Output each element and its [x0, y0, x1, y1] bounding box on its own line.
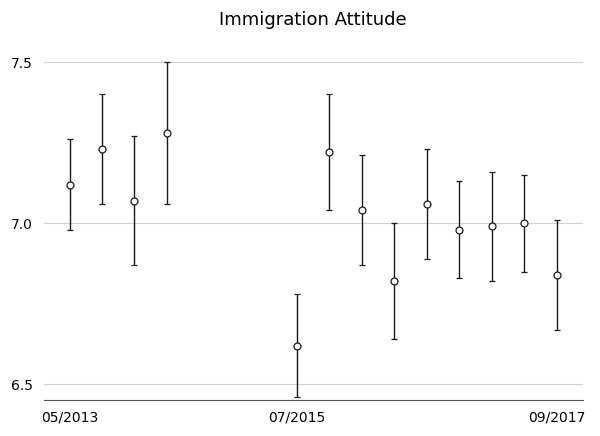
Title: Immigration Attitude: Immigration Attitude [219, 11, 407, 29]
